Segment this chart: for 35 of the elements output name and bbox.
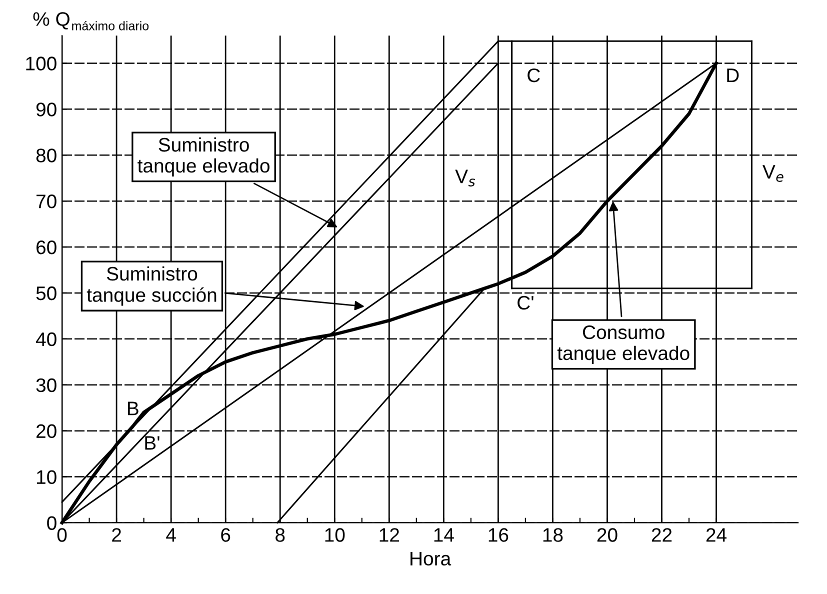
y-tick-label: 50 (36, 286, 56, 300)
x-tick-label: 12 (380, 528, 399, 542)
annotation: Consumo tanque elevado (557, 325, 690, 364)
x-tick-label: 4 (166, 528, 176, 542)
y-tick-label: 30 (36, 378, 56, 392)
annotation: B (128, 402, 138, 416)
x-tick-label: 10 (325, 528, 345, 542)
x-axis-title: Hora (410, 552, 452, 566)
x-tick-label: 0 (57, 528, 67, 542)
annotation: C' (518, 296, 534, 310)
y-tick-label: 20 (36, 424, 56, 438)
annotation: C (528, 68, 540, 82)
annotation: D (727, 68, 739, 82)
x-tick-label: 14 (434, 528, 454, 542)
y-tick-label: 10 (37, 470, 56, 484)
y-tick-label: 80 (36, 148, 56, 162)
annotation: Suministro tanque elevado (138, 137, 270, 176)
annotation: V$_{e}$ (762, 165, 784, 182)
annotation: V$_{s}$ (455, 170, 476, 186)
y-tick-label: 70 (36, 194, 56, 208)
y-tick-label: 90 (36, 102, 56, 116)
x-tick-label: 6 (221, 528, 230, 542)
x-tick-label: 20 (597, 528, 618, 542)
annotation: B' (145, 436, 160, 450)
y-tick-label: 100 (26, 56, 56, 70)
x-tick-label: 24 (706, 528, 727, 542)
y-tick-label: 60 (36, 240, 56, 254)
y-tick-label: 0 (47, 516, 56, 530)
x-tick-label: 8 (276, 528, 285, 542)
x-tick-label: 22 (652, 528, 672, 542)
x-tick-label: 18 (543, 528, 563, 542)
y-tick-label: 40 (36, 332, 56, 346)
x-tick-label: 16 (488, 528, 508, 542)
x-tick-label: 2 (112, 528, 121, 542)
annotation: Suministro tanque succión (86, 266, 216, 306)
